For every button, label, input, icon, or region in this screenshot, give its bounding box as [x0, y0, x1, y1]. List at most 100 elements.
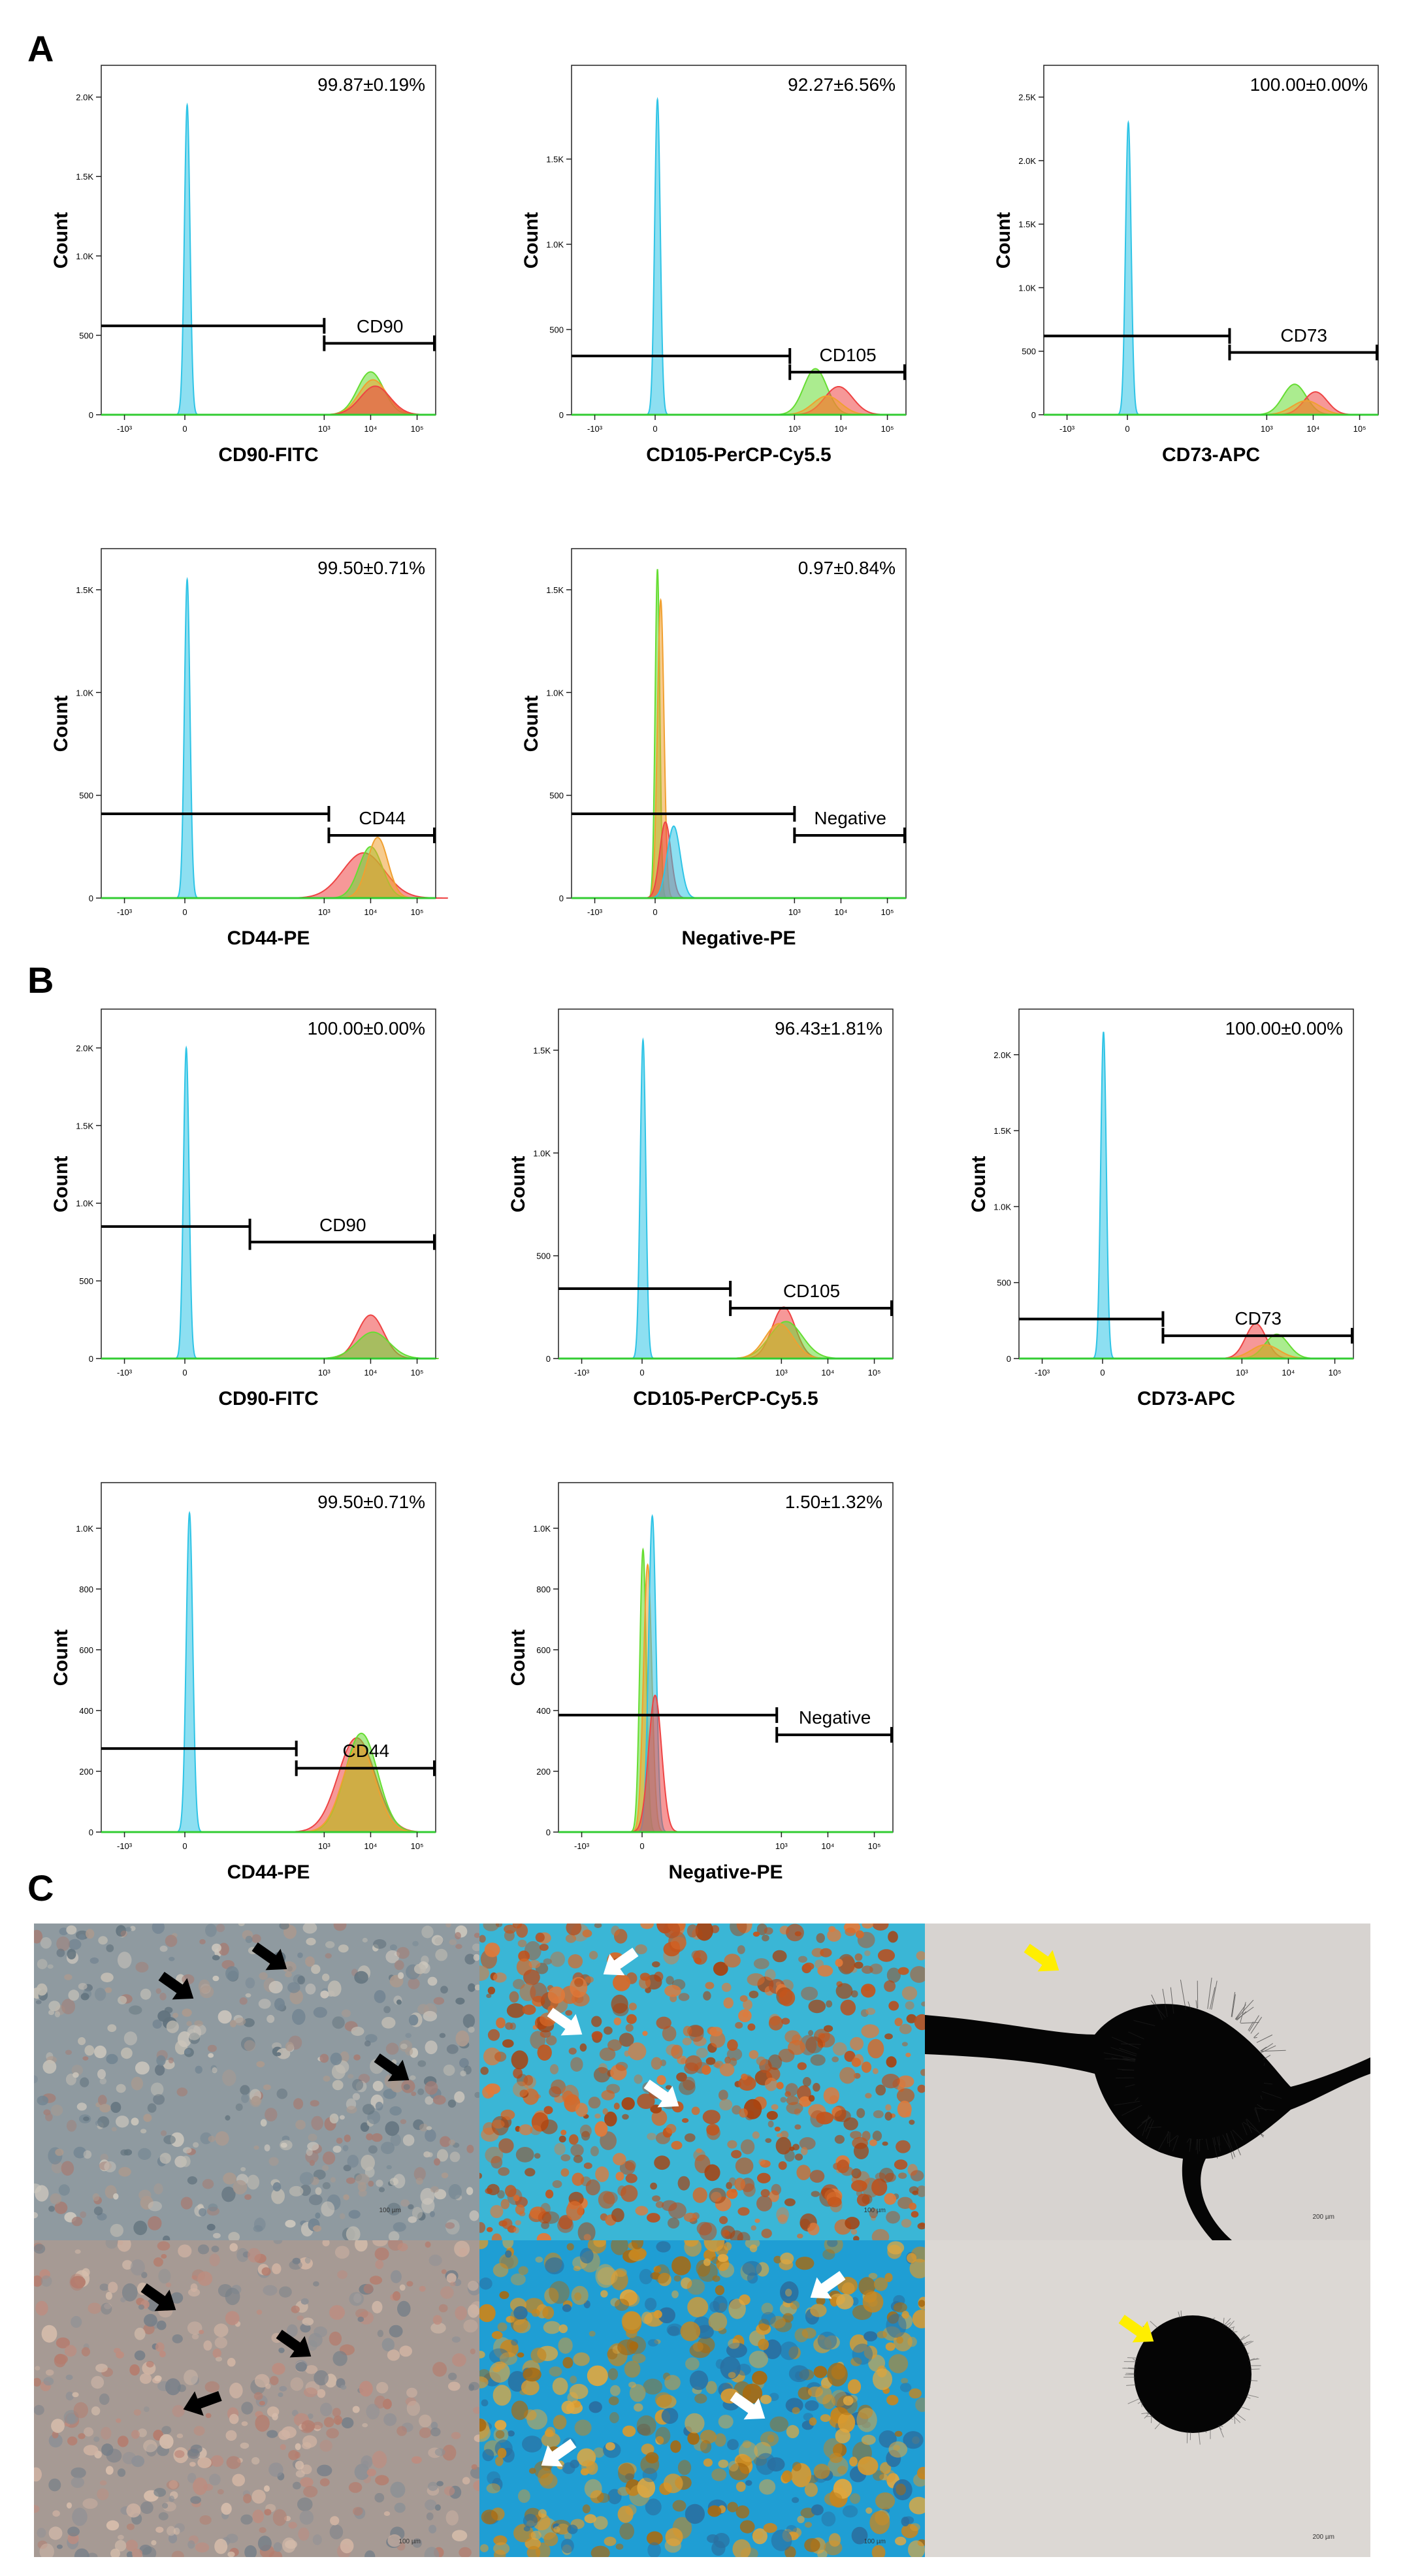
cell — [399, 2345, 412, 2357]
cell — [408, 1978, 420, 1989]
cell — [233, 2180, 248, 2195]
cell — [157, 2010, 171, 2022]
cell — [545, 2035, 557, 2046]
cell — [83, 2150, 92, 2159]
cell — [58, 2184, 70, 2196]
micrograph-osteogenic-top: 100 µm — [479, 1924, 925, 2240]
peak-blue — [175, 577, 199, 899]
cell — [376, 2180, 383, 2187]
cell — [629, 2384, 646, 2402]
cell — [254, 2374, 270, 2388]
cell — [52, 2510, 60, 2517]
cell — [412, 2456, 422, 2464]
cell — [248, 1946, 258, 1955]
fiber — [1262, 2091, 1282, 2099]
cell — [810, 2304, 827, 2317]
cell — [661, 2097, 677, 2110]
cell — [313, 2281, 319, 2287]
cell — [225, 2115, 231, 2121]
peak-blue — [647, 825, 701, 899]
cell — [517, 1939, 527, 1948]
cell — [48, 2010, 54, 2016]
cell — [107, 2024, 117, 2033]
fiber — [1204, 2430, 1207, 2434]
negative-gate — [558, 1707, 779, 1723]
cell — [515, 2147, 534, 2163]
y-tick-label: 1.5K — [546, 155, 564, 165]
cell — [884, 2193, 897, 2205]
positive-gate — [323, 335, 436, 351]
cell — [850, 2229, 858, 2235]
cell — [670, 1937, 686, 1950]
fiber — [1142, 2402, 1144, 2404]
cell — [410, 2075, 416, 2080]
fiber — [1232, 2327, 1235, 2333]
cell — [679, 2080, 696, 2095]
cell — [39, 2269, 50, 2279]
cell — [362, 1937, 368, 1943]
fiber — [1230, 2131, 1241, 2155]
cell — [811, 2191, 820, 2197]
cell — [728, 2298, 746, 2319]
cell — [561, 2084, 579, 2106]
cell — [637, 2477, 656, 2498]
cell — [225, 1966, 239, 1981]
positive-percentage: 100.00±0.00% — [1250, 74, 1368, 95]
plot-frame — [558, 1482, 894, 1833]
cell — [251, 2489, 266, 2504]
cell — [908, 2540, 925, 2557]
cell — [581, 2460, 596, 2473]
cell — [300, 2477, 314, 2488]
cell — [412, 2206, 423, 2219]
cell — [545, 2257, 564, 2275]
cell — [354, 2507, 366, 2519]
cell — [268, 2462, 283, 2477]
y-tick-label: 1.0K — [533, 1148, 551, 1158]
cell — [468, 2384, 475, 2391]
cell — [549, 2281, 570, 2304]
cell — [869, 2208, 878, 2219]
cell — [155, 2064, 165, 2076]
cell — [726, 2048, 743, 2061]
cell — [767, 2120, 774, 2128]
cell — [575, 2102, 589, 2117]
cell — [329, 2524, 344, 2539]
y-tick-label: 1.5K — [546, 585, 564, 595]
scale-bar-label: 100 µm — [864, 2538, 886, 2545]
cell — [94, 2045, 106, 2059]
cell — [158, 2512, 169, 2520]
cell — [864, 1950, 871, 1956]
fiber — [1148, 2127, 1162, 2129]
cell — [615, 2172, 624, 2181]
cell — [760, 2189, 770, 2197]
gate-label: CD90 — [319, 1214, 366, 1235]
cell — [455, 2030, 470, 2047]
fiber — [1133, 2365, 1136, 2368]
cell — [617, 2487, 630, 2496]
cell — [668, 2217, 680, 2229]
cell — [400, 2043, 408, 2050]
cell — [567, 2524, 578, 2534]
cell — [374, 2492, 385, 2503]
cell — [212, 2348, 221, 2359]
cell — [97, 2069, 106, 2080]
cell — [291, 2306, 300, 2313]
cell — [835, 1958, 843, 1967]
x-tick-label: -10³ — [574, 1368, 590, 1377]
cell — [161, 2254, 167, 2259]
cell — [738, 2009, 752, 2023]
cell — [222, 2069, 236, 2086]
cell — [233, 2015, 244, 2023]
cell — [253, 2392, 263, 2400]
cell — [737, 1945, 745, 1954]
peak-blue — [645, 97, 670, 415]
cell — [536, 2232, 551, 2240]
cell — [498, 2167, 510, 2176]
cell — [276, 2052, 282, 2056]
cell — [227, 2551, 235, 2557]
cell — [538, 2509, 547, 2518]
cell — [394, 1960, 404, 1971]
cell — [803, 1962, 815, 1971]
cell — [663, 2473, 683, 2494]
cell — [513, 2068, 523, 2079]
